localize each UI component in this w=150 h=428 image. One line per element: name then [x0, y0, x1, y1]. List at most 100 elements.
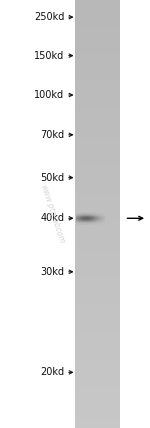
Bar	[103, 219, 104, 220]
Bar	[75, 416, 120, 419]
Bar	[104, 215, 105, 216]
Bar	[86, 215, 87, 216]
Bar	[78, 216, 79, 217]
Bar	[81, 222, 82, 223]
Bar	[99, 222, 100, 223]
Bar	[75, 154, 120, 156]
Bar	[93, 215, 94, 216]
Bar	[75, 51, 120, 53]
Bar	[75, 31, 120, 33]
Bar	[103, 214, 104, 215]
Bar	[87, 220, 88, 221]
Bar	[79, 213, 80, 214]
Bar	[102, 215, 103, 216]
Bar	[98, 222, 99, 223]
Bar	[93, 215, 94, 216]
Bar	[97, 221, 98, 222]
Bar	[103, 218, 104, 219]
Bar	[75, 56, 120, 57]
Bar	[104, 217, 105, 218]
Bar	[96, 213, 97, 214]
Bar	[75, 227, 120, 229]
Bar	[83, 216, 84, 217]
Bar	[83, 222, 84, 223]
Bar	[75, 221, 120, 223]
Bar	[100, 222, 101, 223]
Bar	[82, 222, 83, 223]
Bar	[97, 221, 98, 222]
Bar	[102, 214, 103, 215]
Bar	[94, 218, 95, 219]
Bar	[90, 219, 91, 220]
Bar	[81, 223, 82, 224]
Bar	[75, 271, 120, 273]
Bar	[83, 217, 84, 218]
Bar	[75, 110, 120, 112]
Bar	[95, 218, 96, 219]
Text: 30kd: 30kd	[40, 267, 64, 277]
Bar	[94, 216, 95, 217]
Bar	[92, 214, 93, 215]
Bar	[103, 215, 104, 216]
Bar	[84, 224, 85, 225]
Bar	[80, 215, 81, 216]
Bar	[103, 215, 104, 216]
Bar	[103, 222, 104, 223]
Bar	[92, 213, 93, 214]
Bar	[79, 221, 80, 222]
Bar	[81, 218, 82, 219]
Bar	[78, 212, 79, 213]
Bar	[103, 223, 104, 224]
Bar	[97, 222, 98, 223]
Bar	[102, 217, 103, 218]
Bar	[82, 220, 83, 221]
Bar	[75, 298, 120, 300]
Bar	[90, 223, 91, 224]
Bar	[90, 221, 91, 222]
Bar	[88, 217, 89, 218]
Bar	[88, 219, 89, 220]
Bar	[100, 214, 101, 215]
Bar	[75, 213, 120, 214]
Bar	[75, 151, 120, 153]
Bar	[94, 222, 95, 223]
Bar	[96, 221, 97, 222]
Bar	[85, 220, 86, 221]
Bar	[99, 219, 100, 220]
Bar	[103, 220, 104, 221]
Bar	[90, 218, 91, 219]
Bar	[98, 218, 99, 219]
Bar	[94, 215, 95, 216]
Bar	[81, 223, 82, 224]
Bar	[81, 219, 82, 220]
Bar	[75, 184, 120, 186]
Bar	[86, 215, 87, 216]
Bar	[97, 219, 98, 220]
Bar	[103, 216, 104, 217]
Bar	[75, 401, 120, 403]
Bar	[96, 222, 97, 223]
Bar	[75, 285, 120, 287]
Bar	[76, 223, 77, 224]
Bar	[75, 128, 120, 130]
Bar	[81, 217, 82, 218]
Bar	[84, 221, 85, 222]
Bar	[104, 216, 105, 217]
Bar	[87, 217, 88, 218]
Bar	[97, 223, 98, 224]
Bar	[82, 221, 83, 222]
Bar	[90, 221, 91, 222]
Bar	[85, 219, 86, 220]
Bar	[98, 219, 99, 220]
Bar	[75, 120, 120, 122]
Bar	[86, 217, 87, 218]
Bar	[98, 221, 99, 222]
Bar	[77, 223, 78, 224]
Bar	[79, 219, 80, 220]
Bar	[79, 222, 80, 223]
Bar	[89, 216, 90, 217]
Bar	[95, 214, 96, 215]
Bar	[99, 216, 100, 217]
Bar	[103, 217, 104, 218]
Bar	[101, 222, 102, 223]
